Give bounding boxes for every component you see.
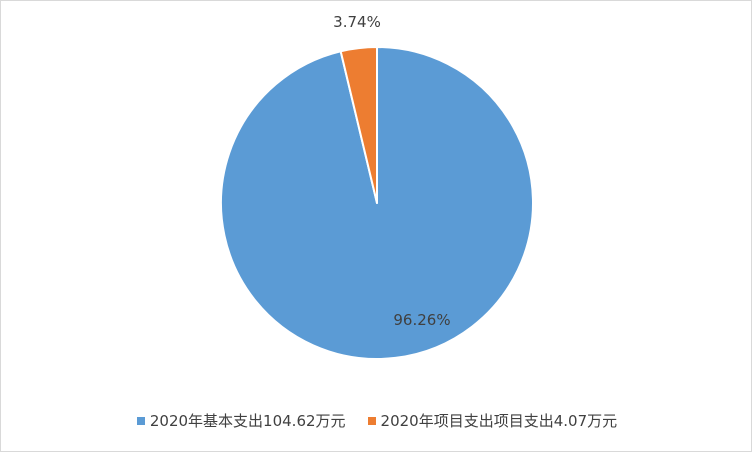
pie-slice-1 — [339, 46, 378, 204]
legend-label-basic: 2020年基本支出104.62万元 — [149, 412, 346, 430]
legend: 2020年基本支出104.62万元 2020年项目支出项目支出4.07万元 — [1, 410, 752, 431]
legend-swatch-basic — [136, 416, 145, 425]
legend-item-basic: 2020年基本支出104.62万元 — [136, 410, 346, 431]
legend-swatch-project — [367, 416, 376, 425]
data-label-0: 96.26% — [393, 311, 450, 329]
data-label-1: 3.74% — [333, 13, 381, 31]
legend-label-project: 2020年项目支出项目支出4.07万元 — [380, 412, 618, 430]
legend-item-project: 2020年项目支出项目支出4.07万元 — [367, 410, 618, 431]
